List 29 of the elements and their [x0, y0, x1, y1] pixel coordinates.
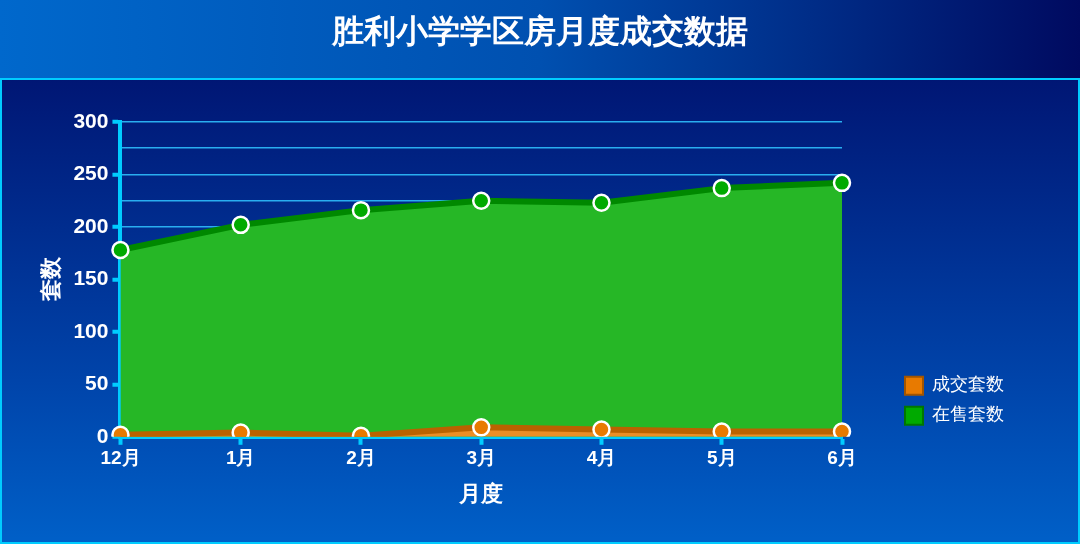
y-tick-label: 300	[73, 108, 109, 132]
x-tick-label: 1月	[225, 447, 256, 469]
point	[111, 240, 130, 260]
point	[592, 193, 611, 213]
point	[832, 173, 852, 193]
y-tick-label: 200	[73, 213, 109, 237]
y-tick-label: 50	[85, 371, 109, 395]
point	[712, 422, 731, 437]
legend-label: 在售套数	[932, 403, 1004, 425]
x-tick-label: 3月	[466, 447, 497, 469]
point	[471, 191, 491, 210]
point	[592, 420, 611, 437]
x-tick-label: 5月	[706, 447, 737, 469]
x-tick-label: 2月	[346, 447, 376, 469]
chart-title: 胜利小学学区房月度成交数据	[330, 12, 749, 51]
x-tick-label: 6月	[827, 447, 857, 469]
y-tick-label: 100	[73, 318, 109, 342]
point	[832, 422, 852, 437]
point	[712, 178, 731, 198]
y-tick-label: 150	[73, 266, 109, 290]
x-tick-label: 4月	[586, 447, 617, 469]
y-tick-label: 0	[96, 423, 109, 447]
legend-label: 成交套数	[932, 373, 1004, 395]
y-axis-title: 套数	[38, 256, 64, 303]
x-tick-label: 12月	[100, 447, 141, 469]
point	[231, 215, 250, 235]
x-axis-title: 月度	[458, 480, 504, 506]
y-tick-label: 250	[73, 161, 109, 185]
point	[351, 200, 371, 220]
